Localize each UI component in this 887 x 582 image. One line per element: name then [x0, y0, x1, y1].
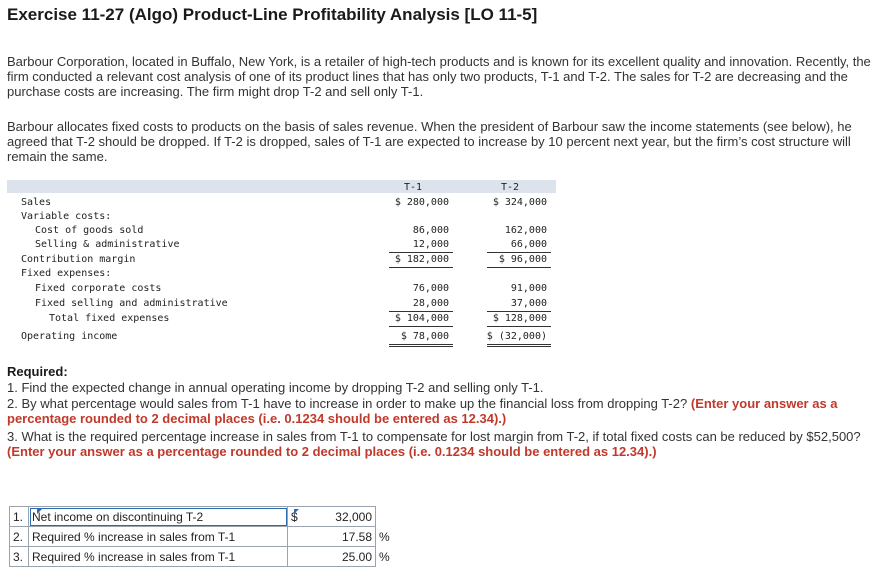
row-label-operating-income: Operating income [21, 331, 118, 342]
answer-table: 1. Net income on discontinuing T-2 $ 32,… [9, 506, 395, 567]
sga-t1: 12,000 [412, 239, 449, 250]
requirement-3: 3. What is the required percentage incre… [7, 429, 881, 459]
cell-marker-icon [294, 509, 299, 514]
cm-rule-t2 [487, 267, 551, 268]
total-fixed-rule-t2 [487, 326, 551, 327]
currency-symbol [287, 546, 329, 567]
requirement-2-note: (Enter your answer as a percentage round… [7, 396, 838, 426]
fixed-rule-t1 [389, 311, 453, 312]
op-income-rule-t1 [389, 344, 453, 345]
page-title: Exercise 11-27 (Algo) Product-Line Profi… [7, 5, 538, 24]
op-income-t2: $ (32,000) [486, 331, 547, 342]
currency-symbol [287, 526, 329, 547]
answer-unit: % [379, 529, 390, 544]
total-fixed-t2: $ 128,000 [492, 313, 547, 324]
answer-label: Required % increase in sales from T-1 [28, 526, 288, 547]
answer-number: 2. [9, 526, 29, 547]
cell-marker-icon [37, 509, 42, 514]
row-label-fixed-sga: Fixed selling and administrative [35, 298, 228, 309]
subtotal-rule-t1 [389, 252, 453, 253]
answer-unit [376, 507, 395, 527]
cm-rule-t1 [389, 267, 453, 268]
row-label-variable-costs: Variable costs: [21, 211, 112, 222]
answer-unit: % [379, 549, 390, 564]
income-statement: T-1 T-2 Sales $ 280,000 $ 324,000 Variab… [7, 180, 556, 347]
fixed-corp-t2: 91,000 [510, 283, 547, 294]
answer-row: 3. Required % increase in sales from T-1… [9, 546, 395, 567]
answer-number: 3. [9, 546, 29, 567]
answer-label: Required % increase in sales from T-1 [28, 546, 288, 567]
op-income-rule-t2 [487, 344, 551, 345]
answer-input-3[interactable]: 25.00 [329, 546, 376, 567]
fixed-sga-t2: 37,000 [510, 298, 547, 309]
answer-row: 2. Required % increase in sales from T-1… [9, 526, 395, 547]
op-income-t1: $ 78,000 [400, 331, 449, 342]
requirement-2-text: 2. By what percentage would sales from T… [7, 396, 688, 411]
total-fixed-t1: $ 104,000 [394, 313, 449, 324]
fixed-rule-t2 [487, 311, 551, 312]
row-label-contribution-margin: Contribution margin [21, 254, 136, 265]
fixed-corp-t1: 76,000 [412, 283, 449, 294]
column-header-t1: T-1 [403, 182, 423, 193]
cm-t2: $ 96,000 [498, 254, 547, 265]
row-label-fixed-expenses: Fixed expenses: [21, 268, 112, 279]
statement-header-band [7, 180, 556, 193]
cm-t1: $ 182,000 [394, 254, 449, 265]
allocation-paragraph: Barbour allocates fixed costs to product… [7, 119, 852, 164]
answer-label: Net income on discontinuing T-2 [28, 506, 288, 527]
op-income-double-rule-t1 [389, 346, 453, 347]
column-header-t2: T-2 [500, 182, 520, 193]
answer-input-1[interactable]: 32,000 [329, 506, 376, 527]
row-label-sales: Sales [21, 197, 52, 208]
answer-number: 1. [9, 506, 29, 527]
requirement-3-text: 3. What is the required percentage incre… [7, 429, 861, 444]
sales-t1: $ 280,000 [394, 197, 449, 208]
row-label-cogs: Cost of goods sold [35, 225, 144, 236]
answer-row: 1. Net income on discontinuing T-2 $ 32,… [9, 506, 395, 527]
total-fixed-rule-t1 [389, 326, 453, 327]
sales-t2: $ 324,000 [492, 197, 547, 208]
op-income-double-rule-t2 [487, 346, 551, 347]
required-heading: Required: [7, 364, 68, 379]
row-label-sga: Selling & administrative [35, 239, 180, 250]
cogs-t2: 162,000 [504, 225, 547, 236]
requirement-1: 1. Find the expected change in annual op… [7, 380, 544, 395]
row-label-fixed-corporate: Fixed corporate costs [35, 283, 162, 294]
intro-paragraph: Barbour Corporation, located in Buffalo,… [7, 54, 871, 99]
cogs-t1: 86,000 [412, 225, 449, 236]
answer-input-2[interactable]: 17.58 [329, 526, 376, 547]
subtotal-rule-t2 [487, 252, 551, 253]
requirement-2: 2. By what percentage would sales from T… [7, 396, 881, 426]
fixed-sga-t1: 28,000 [412, 298, 449, 309]
sga-t2: 66,000 [510, 239, 547, 250]
row-label-total-fixed: Total fixed expenses [49, 313, 170, 324]
requirement-3-note: (Enter your answer as a percentage round… [7, 444, 657, 459]
